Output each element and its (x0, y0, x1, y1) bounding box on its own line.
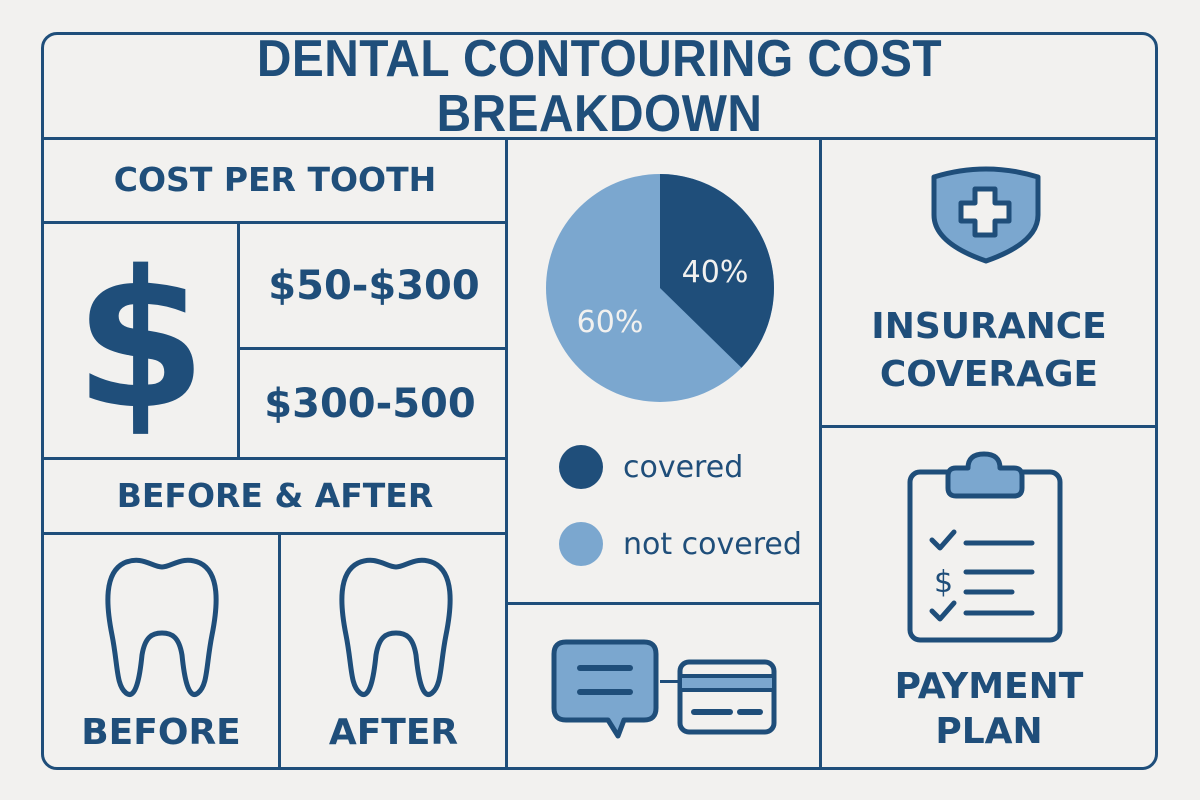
credit-card-icon (677, 659, 777, 735)
payment-plan-label-line1: PAYMENT (894, 666, 1084, 708)
chat-bubble-icon (551, 639, 659, 739)
page-title: DENTAL CONTOURING COST BREAKDOWN (256, 29, 943, 143)
divider-before-after (278, 532, 281, 768)
legend-item-covered: covered (559, 445, 743, 489)
divider-cost-bottom (44, 457, 506, 460)
legend-item-not-covered: not covered (559, 522, 802, 566)
dollar-sign-icon: $ (74, 229, 207, 451)
insurance-label-line1: INSURANCE (871, 306, 1107, 348)
divider-cost-heading (44, 221, 506, 224)
pie-slice-covered (660, 174, 774, 368)
divider-col1 (505, 137, 508, 768)
divider-col2 (819, 137, 822, 768)
payment-plan-label-line2: PLAN (935, 711, 1043, 753)
divider-header (44, 137, 1155, 140)
legend-swatch-not-covered (559, 522, 603, 566)
price-range-high: $300-500 (264, 380, 476, 427)
connector-line (660, 680, 680, 683)
pie-label-not-covered: 60% (576, 305, 644, 341)
legend-label-covered: covered (623, 449, 744, 485)
legend-swatch-covered (559, 445, 603, 489)
infographic-frame (41, 32, 1158, 770)
before-label: BEFORE (81, 711, 241, 753)
shield-cross-icon (931, 166, 1041, 264)
price-range-low: $50-$300 (268, 262, 480, 309)
cost-per-tooth-heading: COST PER TOOTH (113, 160, 437, 200)
divider-before-heading (44, 532, 506, 535)
checklist-dollar-glyph: $ (934, 565, 953, 600)
divider-insurance-bottom (820, 425, 1156, 428)
insurance-label-line2: COVERAGE (879, 354, 1099, 396)
legend-label-not-covered: not covered (623, 526, 802, 562)
divider-cost-icon (237, 221, 240, 458)
coverage-pie-chart (546, 174, 774, 402)
divider-price-rows (238, 347, 506, 350)
before-after-heading: BEFORE & AFTER (116, 475, 434, 515)
clipboard-checklist-icon: $ (907, 451, 1063, 643)
tooth-icon (105, 557, 219, 697)
pie-label-covered: 40% (681, 255, 749, 291)
tooth-icon (339, 557, 453, 697)
divider-chart-bottom (506, 602, 820, 605)
after-label: AFTER (328, 711, 459, 753)
